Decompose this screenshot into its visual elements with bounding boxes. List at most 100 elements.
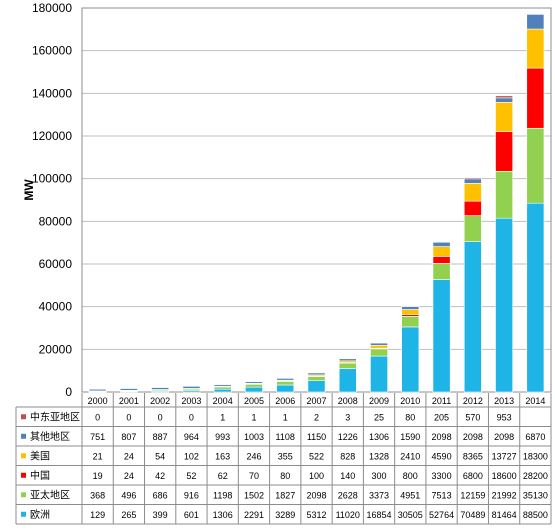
- table-cell: 601: [184, 510, 199, 520]
- bar-segment: [213, 383, 232, 385]
- legend-label: 中国: [30, 469, 50, 482]
- table-cell: 102: [184, 451, 199, 461]
- bar-segment: [495, 97, 513, 103]
- table-cell: 1108: [276, 432, 295, 442]
- bar-segment: [432, 256, 451, 264]
- bar-segment: [245, 380, 263, 382]
- legend-swatch: [21, 511, 26, 517]
- y-tick-label: 120000: [32, 129, 72, 143]
- table-cell: 70: [249, 471, 259, 481]
- table-cell: 6800: [463, 471, 483, 481]
- y-tick-label: 160000: [32, 44, 72, 58]
- bar-segment: [526, 67, 545, 129]
- table-cell: 887: [153, 432, 168, 442]
- table-cell: 2628: [338, 490, 358, 500]
- bar-segment: [463, 241, 482, 393]
- bar-segment: [463, 215, 482, 242]
- x-tick-label: 2005: [244, 396, 264, 406]
- table-cell: 3300: [432, 471, 452, 481]
- table-cell: 54: [155, 451, 165, 461]
- table-cell: 1306: [213, 510, 233, 520]
- table-cell: 1003: [244, 432, 264, 442]
- table-cell: 52764: [429, 510, 454, 520]
- table-cell: 13727: [492, 451, 517, 461]
- table-cell: 368: [90, 490, 105, 500]
- table-cell: 24: [124, 471, 134, 481]
- table-cell: 916: [184, 490, 199, 500]
- bar-segment: [463, 200, 482, 216]
- table-cell: 21: [93, 451, 103, 461]
- table-cell: 964: [184, 432, 199, 442]
- bar-segment: [463, 178, 482, 184]
- table-cell: 21992: [492, 490, 517, 500]
- x-tick-label: 2012: [463, 396, 483, 406]
- table-cell: 163: [215, 451, 230, 461]
- table-cell: 2410: [400, 451, 420, 461]
- table-cell: 570: [465, 412, 480, 422]
- x-tick-label: 2004: [213, 396, 233, 406]
- bar-segment: [432, 241, 451, 243]
- table-cell: 52: [186, 471, 196, 481]
- x-tick-label: 2010: [400, 396, 420, 406]
- table-cell: 1: [251, 412, 256, 422]
- bar-segment: [276, 377, 295, 379]
- table-cell: 11020: [336, 510, 360, 520]
- table-cell: 522: [309, 451, 324, 461]
- legend-label: 亚太地区: [30, 488, 70, 501]
- bar-segment: [526, 28, 545, 69]
- table-cell: 300: [372, 471, 387, 481]
- x-tick-label: 2009: [369, 396, 389, 406]
- table-cell: 129: [90, 510, 105, 520]
- table-cell: 807: [121, 432, 136, 442]
- legend-label: 其他地区: [30, 430, 70, 443]
- y-tick-label: 0: [65, 385, 72, 399]
- bar-segment: [495, 217, 513, 393]
- table-cell: 399: [153, 510, 168, 520]
- bar-segment: [401, 316, 420, 328]
- table-cell: 2098: [306, 490, 326, 500]
- bar-segment: [401, 309, 420, 315]
- table-cell: 1150: [307, 432, 326, 442]
- table-cell: 80: [280, 471, 290, 481]
- y-tick-label: 100000: [32, 172, 72, 186]
- table-cell: 2098: [494, 432, 514, 442]
- legend-label: 中东亚地区: [30, 410, 80, 423]
- bar-segment: [370, 348, 388, 357]
- bar-segment: [526, 14, 545, 30]
- legend-label: 美国: [30, 449, 50, 462]
- table-cell: 1306: [369, 432, 389, 442]
- bar-segment: [370, 342, 388, 344]
- bar-segment: [338, 357, 357, 360]
- legend-swatch: [21, 492, 26, 498]
- table-cell: 42: [155, 471, 165, 481]
- table-cell: 1328: [369, 451, 389, 461]
- table-cell: 993: [215, 432, 230, 442]
- table-cell: 828: [340, 451, 355, 461]
- bar-segment: [245, 386, 263, 393]
- table-cell: 355: [278, 451, 293, 461]
- bar-segment: [401, 326, 420, 393]
- table-cell: 16854: [367, 510, 392, 520]
- table-cell: 2098: [463, 432, 483, 442]
- bar-segment: [213, 388, 232, 393]
- table-cell: 4590: [432, 451, 452, 461]
- table-cell: 0: [95, 412, 100, 422]
- legend-swatch: [21, 453, 26, 459]
- table-cell: 28200: [523, 471, 548, 481]
- table-cell: 953: [497, 412, 512, 422]
- table-cell: 19: [93, 471, 103, 481]
- table-cell: 70489: [460, 510, 485, 520]
- table-cell: 4951: [400, 490, 420, 500]
- table-cell: 6870: [525, 432, 545, 442]
- table-cell: 0: [158, 412, 163, 422]
- x-tick-label: 2006: [275, 396, 295, 406]
- bar-segment: [120, 388, 138, 391]
- x-tick-label: 2000: [88, 396, 108, 406]
- table-cell: 24: [124, 451, 134, 461]
- bar-segment: [370, 355, 388, 393]
- x-tick-label: 2014: [525, 396, 545, 406]
- table-cell: 3373: [369, 490, 389, 500]
- bar-segment: [495, 102, 513, 132]
- table-cell: 100: [309, 471, 324, 481]
